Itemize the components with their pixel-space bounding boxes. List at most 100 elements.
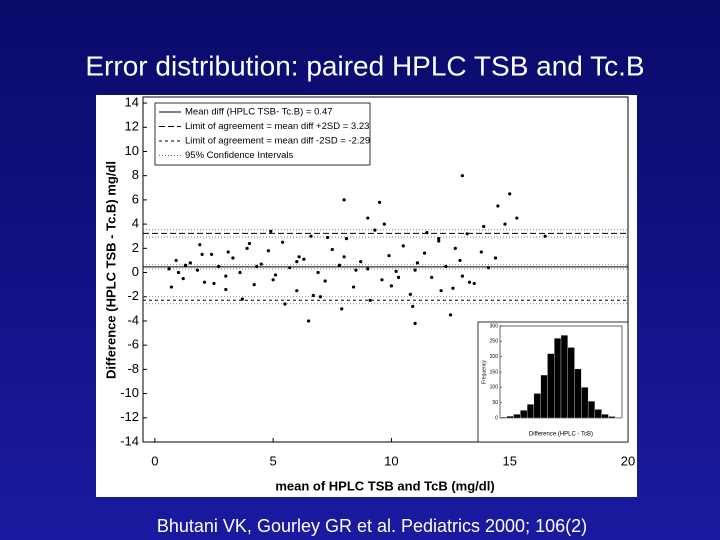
data-point bbox=[295, 260, 299, 264]
histogram-bar bbox=[601, 414, 609, 419]
data-point bbox=[202, 280, 207, 284]
y-tick-label: -10 bbox=[120, 385, 139, 400]
data-point bbox=[479, 250, 483, 254]
legend-label: Mean diff (HPLC TSB- Tc.B) = 0.47 bbox=[185, 107, 333, 118]
data-point bbox=[373, 228, 377, 232]
data-point bbox=[224, 287, 228, 292]
data-point bbox=[354, 268, 358, 272]
data-point bbox=[342, 198, 346, 202]
data-point bbox=[210, 252, 214, 256]
inset-x-axis-label: Difference (HPLC - TcB) bbox=[529, 432, 593, 438]
data-point bbox=[408, 292, 412, 296]
data-point bbox=[188, 261, 192, 265]
data-point bbox=[413, 321, 417, 325]
data-point bbox=[295, 289, 299, 293]
data-point bbox=[176, 270, 181, 275]
y-tick-label: -4 bbox=[127, 312, 139, 327]
data-point bbox=[448, 313, 453, 317]
data-point bbox=[503, 222, 507, 226]
data-point bbox=[496, 204, 500, 208]
data-point bbox=[515, 216, 519, 220]
y-tick-label: -14 bbox=[120, 433, 139, 448]
histogram-bar bbox=[554, 338, 562, 419]
data-point bbox=[342, 255, 346, 259]
data-point bbox=[394, 269, 398, 273]
data-point bbox=[344, 237, 349, 241]
data-point bbox=[387, 253, 391, 258]
inset-y-tick-label: 250 bbox=[490, 339, 499, 345]
data-point bbox=[460, 274, 464, 278]
histogram-bar bbox=[499, 416, 507, 419]
data-point bbox=[437, 239, 441, 243]
data-point bbox=[437, 237, 441, 241]
data-point bbox=[309, 234, 313, 238]
y-tick-label: -2 bbox=[127, 288, 139, 303]
data-point bbox=[460, 174, 464, 178]
histogram-bar bbox=[560, 335, 568, 419]
data-point bbox=[415, 261, 420, 265]
inset-histogram: 0 50 100 150 200 250 300 Difference (HPLC - TcB… bbox=[477, 321, 629, 443]
data-point bbox=[212, 281, 216, 286]
histogram-bar bbox=[567, 347, 575, 419]
data-point bbox=[325, 235, 330, 240]
histogram-bar bbox=[533, 393, 541, 419]
data-point bbox=[311, 293, 315, 298]
slide-title: Error distribution: paired HPLC TSB and … bbox=[85, 50, 644, 81]
histogram-bar bbox=[587, 400, 596, 419]
data-point bbox=[340, 307, 344, 311]
data-point bbox=[382, 222, 386, 226]
y-tick-label: 4 bbox=[132, 216, 139, 231]
y-tick-label: 12 bbox=[125, 119, 139, 134]
data-point bbox=[453, 246, 457, 250]
data-point bbox=[283, 302, 287, 306]
data-point bbox=[174, 258, 178, 263]
y-tick-label: 10 bbox=[125, 143, 139, 158]
inset-y-tick-label: 0 bbox=[495, 415, 498, 421]
data-point bbox=[288, 266, 292, 270]
data-point bbox=[368, 298, 372, 302]
data-point bbox=[259, 262, 263, 266]
data-point bbox=[323, 279, 327, 283]
histogram-bar bbox=[615, 417, 623, 419]
legend-label: 95% Confidence Intervals bbox=[185, 150, 294, 161]
data-point bbox=[254, 264, 259, 269]
data-point bbox=[181, 276, 185, 281]
data-point bbox=[465, 232, 469, 236]
y-tick-label: 0 bbox=[132, 264, 139, 279]
data-point bbox=[269, 229, 273, 233]
data-point bbox=[425, 230, 429, 235]
data-point bbox=[217, 264, 221, 269]
x-tick-label: 15 bbox=[502, 453, 516, 468]
data-point bbox=[280, 240, 285, 244]
data-point bbox=[422, 251, 427, 255]
legend-box bbox=[154, 102, 371, 166]
inset-y-tick-label: 50 bbox=[492, 400, 498, 406]
plot-frame bbox=[142, 96, 629, 443]
x-tick-label: 20 bbox=[621, 453, 635, 468]
y-axis-label: Difference (HPLC TSB - Tc.B) mg/dl bbox=[103, 161, 118, 379]
data-point bbox=[271, 278, 275, 282]
y-tick-label: 2 bbox=[132, 240, 139, 255]
data-point bbox=[444, 264, 448, 269]
data-point bbox=[337, 263, 341, 267]
y-tick-label: -6 bbox=[127, 337, 139, 352]
data-point bbox=[297, 255, 301, 259]
histogram-bar bbox=[574, 368, 582, 419]
histogram-bar bbox=[581, 387, 589, 419]
data-point bbox=[169, 285, 173, 289]
y-tick-label: 6 bbox=[132, 191, 139, 206]
data-point bbox=[482, 224, 486, 229]
data-point bbox=[330, 247, 334, 252]
data-point bbox=[366, 216, 370, 220]
x-tick-label: 0 bbox=[151, 453, 158, 468]
data-point bbox=[252, 283, 256, 287]
data-point bbox=[226, 250, 230, 254]
histogram-bar bbox=[520, 410, 528, 419]
data-point bbox=[451, 286, 455, 290]
x-tick-label: 10 bbox=[384, 453, 398, 468]
histogram-bar bbox=[513, 414, 521, 419]
data-point bbox=[439, 289, 443, 293]
data-point bbox=[359, 260, 363, 264]
data-point bbox=[351, 285, 356, 289]
